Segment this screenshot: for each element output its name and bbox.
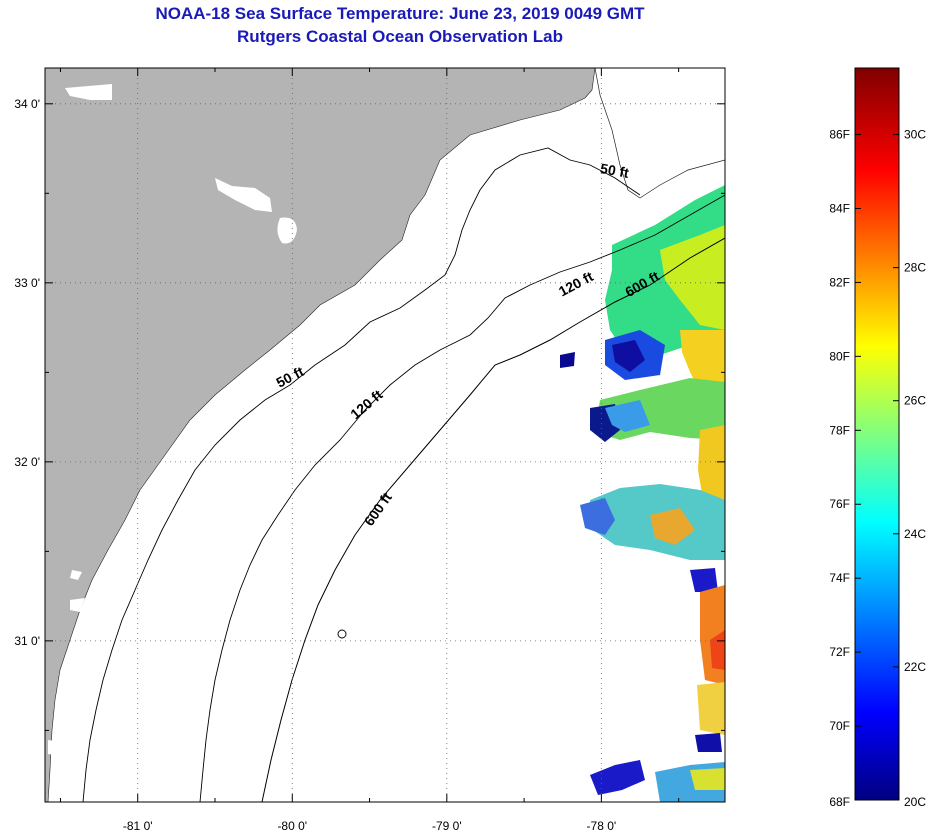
lon-label: -79 0' [432,819,462,832]
lon-label: -78 0' [587,819,617,832]
lat-label: 34 0' [14,97,40,111]
lon-label: -80 0' [277,819,307,832]
colorbar-f-label: 74F [829,571,850,585]
colorbar-c-label: 30C [904,128,926,142]
isobath-600ft [261,237,725,802]
axis-ticks [45,68,725,802]
lake [65,84,112,100]
lake [70,598,85,612]
colorbar-c-label: 24C [904,527,926,541]
colorbar-labels: 86F 84F 82F 80F 78F 76F 74F 72F 70F 68F 30C 28C 26C 2… [829,128,926,809]
land-area [45,68,596,802]
colorbar-ticks [855,134,899,727]
isobath-120ft [199,194,725,802]
lake [48,740,62,756]
colorbar [854,67,900,801]
colorbar-f-label: 84F [829,201,850,215]
lon-label: -81 0' [123,819,153,832]
colorbar-f-label: 86F [829,128,850,142]
colorbar-c-label: 26C [904,394,926,408]
map-frame [44,67,726,803]
lat-label: 32 0' [14,455,40,469]
colorbar-f-label: 76F [829,497,850,511]
colorbar-f-label: 68F [829,795,850,809]
sst-data [560,185,725,802]
map-title: NOAA-18 Sea Surface Temperature: June 23… [155,4,645,23]
map-subtitle: Rutgers Coastal Ocean Observation Lab [237,27,563,46]
isobath-closed-contour [337,629,347,639]
lat-label: 31 0' [14,634,40,648]
colorbar-c-label: 20C [904,795,926,809]
colorbar-f-label: 70F [829,719,850,733]
axis-labels: -81 0' -80 0' -79 0' -78 0' 34 0' 33 0' 32 0' 3… [14,97,616,832]
cape-peninsula [594,68,725,199]
lake [215,178,272,212]
isobath-50ft [82,147,641,802]
lake [70,570,82,580]
colorbar-f-label: 82F [829,275,850,289]
colorbar-f-label: 72F [829,645,850,659]
colorbar-f-label: 78F [829,423,850,437]
colorbar-c-label: 22C [904,660,926,674]
graticule [45,68,725,802]
lat-label: 33 0' [14,276,40,290]
colorbar-c-label: 28C [904,261,926,275]
contour-label: 50 ft [599,160,630,181]
colorbar-f-label: 80F [829,349,850,363]
